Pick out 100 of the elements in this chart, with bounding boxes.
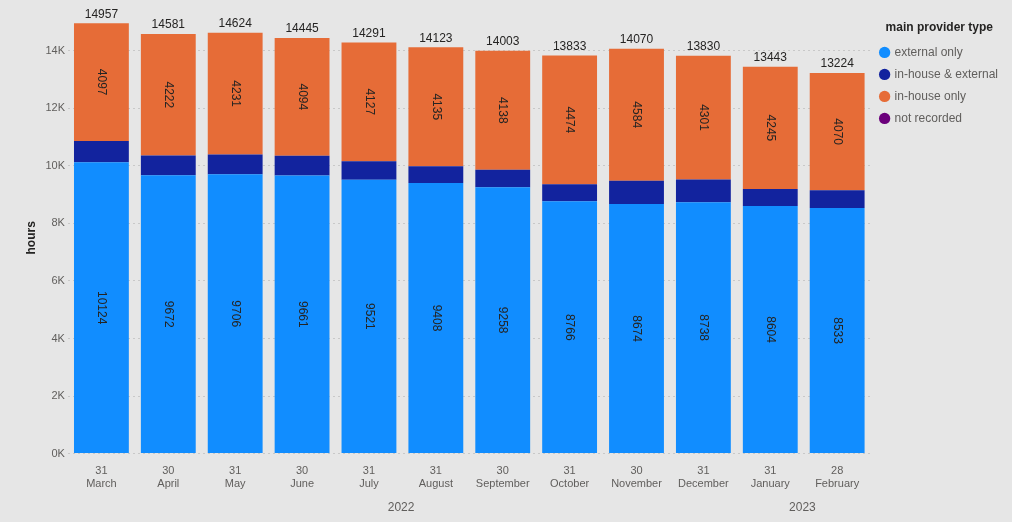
y-tick-label: 4K bbox=[51, 331, 66, 344]
data-label: 8533 bbox=[830, 317, 845, 345]
x-tick-label: 28 February bbox=[815, 464, 860, 490]
bar bbox=[207, 32, 263, 155]
data-label: 9661 bbox=[295, 301, 310, 329]
bar bbox=[742, 66, 798, 189]
data-label: 4222 bbox=[161, 81, 176, 109]
bar bbox=[341, 179, 397, 454]
data-label: 4474 bbox=[563, 106, 578, 134]
total-label: 14624 bbox=[218, 16, 253, 31]
legend-label: not recorded bbox=[894, 110, 962, 125]
bar bbox=[73, 162, 129, 454]
data-label: 8738 bbox=[697, 314, 712, 342]
bar bbox=[274, 37, 330, 156]
bar bbox=[408, 166, 464, 183]
y-tick-label: 10K bbox=[45, 158, 66, 171]
y-tick-label: 8K bbox=[51, 216, 66, 229]
legend-label: in-house & external bbox=[894, 66, 999, 81]
x-tick-label: 31 March bbox=[86, 464, 117, 490]
bar bbox=[809, 73, 865, 191]
y-tick-label: 6K bbox=[51, 273, 66, 286]
x-tick-label: 30 September bbox=[475, 464, 530, 490]
total-label: 13833 bbox=[552, 38, 587, 53]
y-axis-title: hours bbox=[23, 220, 38, 255]
total-label: 13443 bbox=[753, 50, 788, 65]
bar bbox=[675, 55, 731, 180]
x-tick-label: 31 August bbox=[418, 464, 453, 490]
bar bbox=[274, 155, 330, 176]
bar bbox=[341, 42, 397, 162]
data-label: 4070 bbox=[830, 118, 845, 146]
bar bbox=[742, 206, 798, 454]
bar bbox=[542, 201, 598, 454]
data-label: 4231 bbox=[228, 80, 243, 108]
bar bbox=[274, 175, 330, 454]
data-label: 9672 bbox=[161, 300, 176, 328]
x-tick-label: 31 July bbox=[359, 464, 380, 490]
bar bbox=[609, 204, 664, 454]
text: 2023 bbox=[789, 500, 817, 515]
bar bbox=[73, 23, 129, 142]
y-tick-label: 2K bbox=[51, 389, 66, 402]
bar bbox=[207, 174, 263, 454]
text: 2022 bbox=[387, 500, 415, 515]
x-tick-label: 31 December bbox=[678, 464, 730, 490]
bar bbox=[542, 184, 598, 202]
data-label: 4127 bbox=[362, 88, 377, 116]
bar bbox=[675, 179, 731, 203]
bar bbox=[140, 155, 196, 176]
data-label: 4138 bbox=[496, 96, 511, 124]
total-label: 14581 bbox=[151, 17, 186, 32]
total-label: 14003 bbox=[486, 34, 520, 48]
total-label: 13224 bbox=[820, 56, 855, 71]
y-tick-label: 0K bbox=[51, 446, 66, 459]
data-label: 9521 bbox=[362, 303, 377, 331]
y-tick-label: 12K bbox=[45, 101, 66, 114]
total-label: 13830 bbox=[686, 38, 721, 53]
bar bbox=[341, 161, 397, 180]
data-label: 8674 bbox=[630, 315, 645, 343]
total-label: 14445 bbox=[285, 21, 320, 36]
data-label: 4245 bbox=[763, 114, 778, 142]
bar bbox=[475, 187, 531, 454]
bar bbox=[475, 50, 531, 170]
x-tick-label: 31 January bbox=[750, 464, 791, 490]
bar bbox=[140, 175, 196, 454]
bar bbox=[207, 154, 263, 175]
bar bbox=[140, 34, 196, 156]
data-label: 9706 bbox=[228, 300, 243, 328]
total-label: 14957 bbox=[84, 6, 119, 21]
bar bbox=[742, 188, 798, 207]
legend-title: main provider type bbox=[885, 20, 994, 35]
data-label: 8766 bbox=[563, 313, 578, 341]
data-label: 8604 bbox=[763, 316, 778, 344]
bar bbox=[73, 141, 129, 163]
y-tick-label: 14K bbox=[45, 43, 66, 56]
x-tick-label: 30 June bbox=[290, 464, 314, 490]
data-label: 9408 bbox=[429, 304, 444, 332]
x-tick-label: 30 April bbox=[157, 464, 180, 490]
legend-label: in-house only bbox=[894, 88, 966, 103]
x-tick-label: 31 May bbox=[224, 464, 247, 490]
data-label: 4301 bbox=[697, 104, 712, 132]
data-label: 4584 bbox=[630, 101, 645, 129]
legend-label: external only bbox=[894, 44, 963, 59]
bar bbox=[609, 48, 664, 181]
bar bbox=[408, 47, 464, 167]
bar bbox=[475, 169, 531, 188]
bar bbox=[809, 190, 865, 209]
total-label: 14123 bbox=[419, 30, 453, 45]
total-label: 14291 bbox=[352, 25, 386, 40]
bar bbox=[609, 180, 664, 205]
data-label: 4097 bbox=[95, 68, 110, 96]
bar bbox=[542, 55, 598, 185]
data-label: 4094 bbox=[295, 83, 310, 111]
bar bbox=[809, 208, 865, 454]
bar bbox=[675, 202, 731, 454]
data-label: 4135 bbox=[429, 93, 444, 121]
x-tick-label: 30 November bbox=[611, 464, 663, 490]
bar bbox=[408, 182, 464, 454]
data-label: 9258 bbox=[496, 306, 511, 334]
x-tick-label: 31 October bbox=[550, 464, 590, 490]
data-label: 10124 bbox=[95, 291, 110, 325]
total-label: 14070 bbox=[619, 32, 654, 47]
